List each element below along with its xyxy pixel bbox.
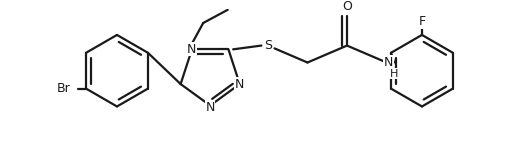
- Text: F: F: [419, 15, 425, 28]
- Text: N: N: [187, 43, 197, 56]
- Text: N: N: [235, 78, 244, 91]
- Text: S: S: [264, 39, 272, 52]
- Text: N: N: [206, 101, 215, 114]
- Text: H: H: [390, 69, 398, 79]
- Text: O: O: [342, 0, 352, 13]
- Text: Br: Br: [57, 82, 71, 95]
- Text: N: N: [384, 56, 393, 69]
